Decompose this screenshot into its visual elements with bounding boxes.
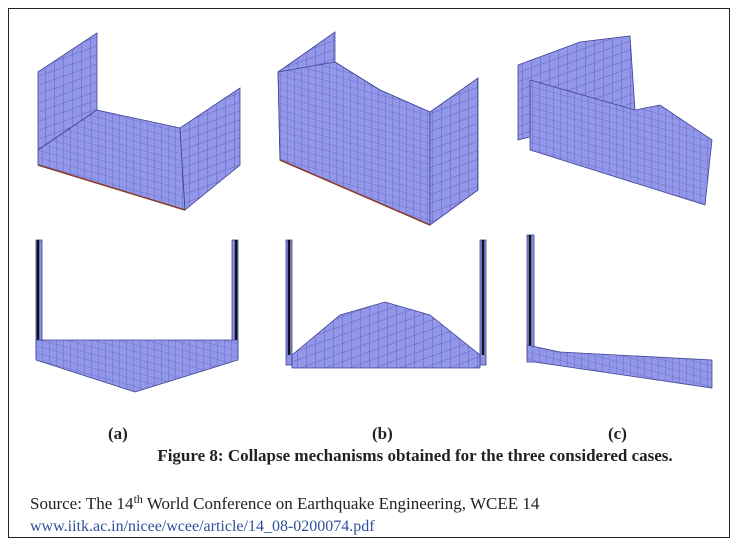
panel-label: (b): [372, 424, 393, 444]
source-url: www.iitk.ac.in/nicee/wcee/article/14_08-…: [30, 518, 375, 536]
mesh-a-3d: [38, 33, 240, 210]
mesh-a-plan: [36, 240, 238, 392]
caption: Figure 8: Collapse mechanisms obtained f…: [0, 446, 740, 466]
mesh-c-plan: [527, 235, 712, 388]
page: (a) (b) (c) Figure 8: Collapse mechanism…: [0, 0, 740, 548]
panel-label: (a): [108, 424, 128, 444]
mesh-b-plan: [286, 240, 486, 368]
mesh-b-3d: [278, 32, 478, 225]
source-superscript: th: [134, 492, 143, 506]
source-rest: World Conference on Earthquake Engineeri…: [147, 494, 540, 513]
mesh-c-3d: [518, 36, 712, 205]
panel-label: (c): [608, 424, 627, 444]
source-prefix: Source: The 14: [30, 494, 134, 513]
source: Source: The 14th World Conference on Ear…: [30, 494, 539, 514]
